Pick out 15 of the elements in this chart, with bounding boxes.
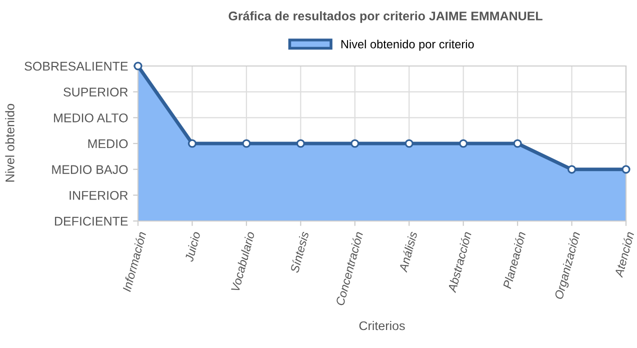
x-axis-title: Criterios [359, 320, 405, 330]
x-tick-label: Análisis [398, 230, 418, 273]
text: MEDIO [88, 139, 128, 148]
x-tick-label: Juicio [184, 231, 200, 262]
text: SUPERIOR [64, 88, 128, 96]
text: MEDIO ALTO [54, 113, 128, 122]
text: SOBRESALIENTE [24, 62, 128, 71]
text: Nivel obtenido [5, 104, 14, 182]
text: INFERIOR [70, 190, 128, 200]
legend-label: Nivel obtenido por criterio [341, 40, 474, 51]
x-tick-label: Atención [614, 231, 634, 278]
chart-title: Gráfica de resultados por criterio JAIME EMMANUEL [228, 11, 542, 23]
text: MEDIO BAJO [52, 165, 128, 174]
x-tick-label: Síntesis [290, 230, 309, 274]
text: DEFICIENTE [54, 216, 128, 226]
